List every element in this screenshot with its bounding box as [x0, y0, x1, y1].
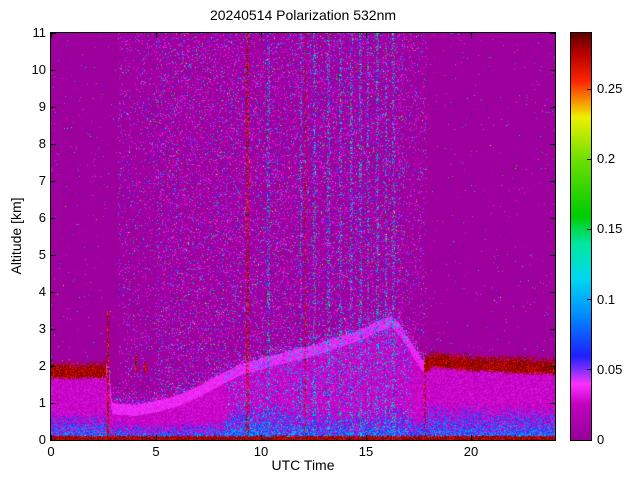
y-tick-mark-right	[550, 439, 555, 441]
x-tick-mark	[155, 435, 157, 440]
colorbar-tick-mark	[587, 299, 591, 301]
y-tick-mark-right	[550, 328, 555, 330]
y-tick-label: 5	[38, 247, 46, 262]
y-tick-mark-right	[550, 143, 555, 145]
y-tick-mark	[51, 69, 56, 71]
colorbar-tick-mark	[587, 228, 591, 230]
colorbar-tick-label: 0.05	[597, 361, 623, 377]
x-tick-mark-top	[260, 33, 262, 38]
y-tick-label: 0	[38, 432, 46, 447]
colorbar-tick-label: 0.2	[597, 151, 616, 167]
x-tick-mark-top	[155, 33, 157, 38]
x-tick-label: 0	[47, 444, 55, 459]
plot-title: 20240514 Polarization 532nm	[209, 7, 397, 23]
x-tick-label: 5	[152, 444, 160, 459]
colorbar	[570, 32, 592, 441]
colorbar-tick-label: 0.15	[597, 221, 623, 237]
y-tick-label: 6	[38, 210, 46, 225]
y-tick-mark-right	[550, 106, 555, 108]
y-tick-mark	[51, 439, 56, 441]
x-tick-mark	[365, 435, 367, 440]
y-tick-mark	[51, 402, 56, 404]
colorbar-tick-label: 0.1	[597, 291, 616, 307]
y-tick-label: 8	[38, 136, 46, 151]
y-tick-mark	[51, 217, 56, 219]
y-tick-mark-right	[550, 402, 555, 404]
heatmap-canvas	[51, 33, 555, 440]
x-tick-label: 10	[253, 444, 269, 459]
y-tick-mark	[51, 291, 56, 293]
colorbar-tick-label: 0.25	[597, 81, 623, 97]
colorbar-tick-label: 0	[597, 432, 605, 447]
y-tick-mark-right	[550, 217, 555, 219]
heatmap-plot-area	[50, 32, 556, 441]
y-tick-mark-right	[550, 180, 555, 182]
y-tick-mark-right	[550, 365, 555, 367]
y-tick-mark	[51, 254, 56, 256]
y-tick-label: 4	[38, 284, 46, 299]
y-tick-mark-right	[550, 254, 555, 256]
x-axis-label: UTC Time	[271, 457, 335, 473]
x-tick-mark-top	[470, 33, 472, 38]
x-tick-mark	[50, 435, 52, 440]
colorbar-tick-mark	[587, 439, 591, 441]
x-tick-label: 20	[463, 444, 479, 459]
colorbar-tick-mark	[587, 158, 591, 160]
y-tick-mark-right	[550, 291, 555, 293]
x-tick-mark-top	[365, 33, 367, 38]
y-tick-mark-right	[550, 69, 555, 71]
x-tick-mark	[260, 435, 262, 440]
y-tick-label: 3	[38, 321, 46, 336]
x-tick-mark-top	[50, 33, 52, 38]
y-tick-mark	[51, 328, 56, 330]
y-tick-mark	[51, 365, 56, 367]
colorbar-canvas	[571, 33, 591, 440]
colorbar-tick-mark	[587, 369, 591, 371]
y-tick-mark	[51, 32, 56, 34]
y-tick-mark-right	[550, 32, 555, 34]
y-tick-mark	[51, 180, 56, 182]
y-tick-label: 2	[38, 358, 46, 373]
y-tick-label: 10	[31, 62, 46, 77]
y-tick-mark	[51, 143, 56, 145]
y-tick-label: 1	[38, 395, 46, 410]
y-tick-label: 9	[38, 99, 46, 114]
x-tick-label: 15	[358, 444, 374, 459]
x-tick-mark	[470, 435, 472, 440]
y-tick-mark	[51, 106, 56, 108]
y-tick-label: 11	[32, 25, 47, 40]
y-tick-label: 7	[38, 173, 46, 188]
colorbar-tick-mark	[587, 88, 591, 90]
